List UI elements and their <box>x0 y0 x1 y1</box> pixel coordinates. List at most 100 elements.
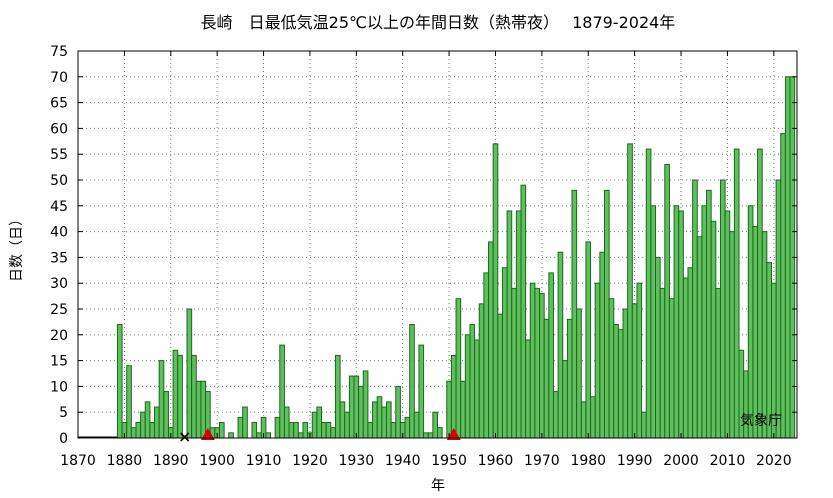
x-axis-label: 年 <box>431 478 445 494</box>
bar-2021 <box>775 179 782 439</box>
bar-1968 <box>529 282 536 439</box>
x-tick-label: 1950 <box>431 453 467 469</box>
bar-1990 <box>631 303 638 439</box>
bar-1983 <box>599 251 605 439</box>
bar-1927 <box>339 401 346 439</box>
plot-frame <box>77 50 798 439</box>
x-tick-label: 1910 <box>246 453 282 469</box>
y-tick-label: 20 <box>50 328 68 344</box>
bar-1889 <box>163 391 169 439</box>
y-tick-label: 0 <box>59 431 68 447</box>
y-tick-label: 40 <box>50 225 68 241</box>
y-tick-label: 35 <box>50 250 68 266</box>
x-tick-label: 2010 <box>710 453 746 469</box>
y-tick-label: 30 <box>50 276 68 292</box>
bar-1992 <box>641 411 647 439</box>
bar-1969 <box>534 287 541 439</box>
bar-1935 <box>376 396 383 439</box>
x-tick-label: 2020 <box>756 453 792 469</box>
bar-1892 <box>177 354 183 439</box>
bar-2009 <box>719 179 726 439</box>
bar-1937 <box>385 401 392 439</box>
bar-1924 <box>325 422 332 439</box>
bar-1961 <box>497 313 503 439</box>
bar-1941 <box>404 416 411 439</box>
x-axis-ticks: 1870 1880 1890 1900 1910 1920 1930 1940 1950 1960… <box>60 51 792 469</box>
bar-1879 <box>116 323 123 439</box>
bar-1950 <box>446 380 452 439</box>
bar-1993 <box>645 148 652 439</box>
y-tick-label: 25 <box>50 302 68 318</box>
bar-2007 <box>710 220 717 439</box>
bar-2017 <box>757 148 763 439</box>
bar-1975 <box>562 360 568 439</box>
bar-2022 <box>780 133 786 439</box>
bar-1963 <box>506 210 513 439</box>
bar-2011 <box>729 231 735 439</box>
bar-series <box>78 76 796 439</box>
bar-1905 <box>237 416 244 439</box>
bar-1960 <box>492 143 499 439</box>
bar-1945 <box>423 432 429 439</box>
bar-1882 <box>130 427 137 439</box>
bar-1913 <box>274 416 281 439</box>
bar-1972 <box>548 272 554 439</box>
bar-1916 <box>288 422 295 439</box>
bar-1989 <box>627 143 633 439</box>
bar-1956 <box>474 339 480 439</box>
bar-2023 <box>784 76 791 439</box>
bar-1979 <box>580 401 587 439</box>
bar-1915 <box>283 406 290 439</box>
bar-1911 <box>265 432 272 439</box>
bar-1988 <box>622 308 629 439</box>
bar-1946 <box>427 432 434 439</box>
bar-1997 <box>664 164 670 439</box>
bar-1888 <box>158 360 165 439</box>
bar-1887 <box>154 406 160 439</box>
bar-1984 <box>603 189 610 439</box>
credit-label: 気象庁 <box>740 413 782 429</box>
bar-1973 <box>552 391 559 439</box>
bar-2018 <box>761 231 768 439</box>
bar-1994 <box>650 205 657 439</box>
bar-1921 <box>311 411 318 439</box>
y-tick-label: 15 <box>50 354 68 370</box>
bar-1922 <box>316 406 323 439</box>
bar-2005 <box>701 205 708 439</box>
x-tick-label: 1940 <box>385 453 421 469</box>
y-axis-ticks: 0 5 10 15 20 25 30 35 40 45 50 55 60 65 70 75 <box>50 44 797 447</box>
x-tick-label: 2000 <box>663 453 699 469</box>
bar-1917 <box>293 422 299 439</box>
bar-1885 <box>144 401 151 439</box>
bar-2006 <box>706 189 712 439</box>
bar-2012 <box>733 148 740 439</box>
bar-2004 <box>696 236 703 439</box>
bar-1930 <box>353 375 360 439</box>
bar-1906 <box>242 406 248 439</box>
y-axis-label: 日数（日） <box>9 212 25 282</box>
bar-2000 <box>678 210 684 439</box>
bar-1965 <box>515 210 522 439</box>
bar-1981 <box>590 396 596 439</box>
x-tick-label: 1880 <box>107 453 143 469</box>
bar-1957 <box>478 303 485 439</box>
bar-1918 <box>297 432 304 439</box>
bar-1925 <box>330 427 336 439</box>
annotation-markers <box>180 428 461 442</box>
bar-1974 <box>557 251 564 439</box>
bar-1894 <box>186 308 193 439</box>
y-tick-label: 55 <box>50 147 68 163</box>
y-tick-label: 10 <box>50 379 68 395</box>
x-tick-label: 1970 <box>524 453 560 469</box>
bar-1896 <box>195 380 202 439</box>
bar-1909 <box>256 432 262 439</box>
bar-1976 <box>566 318 573 439</box>
bar-2015 <box>747 205 754 439</box>
y-tick-label: 5 <box>59 405 68 421</box>
bar-1901 <box>218 422 225 439</box>
bar-1982 <box>594 282 601 439</box>
bar-1886 <box>149 422 156 439</box>
bar-1954 <box>464 334 471 439</box>
bar-1951 <box>450 354 457 439</box>
bar-1914 <box>279 344 285 439</box>
